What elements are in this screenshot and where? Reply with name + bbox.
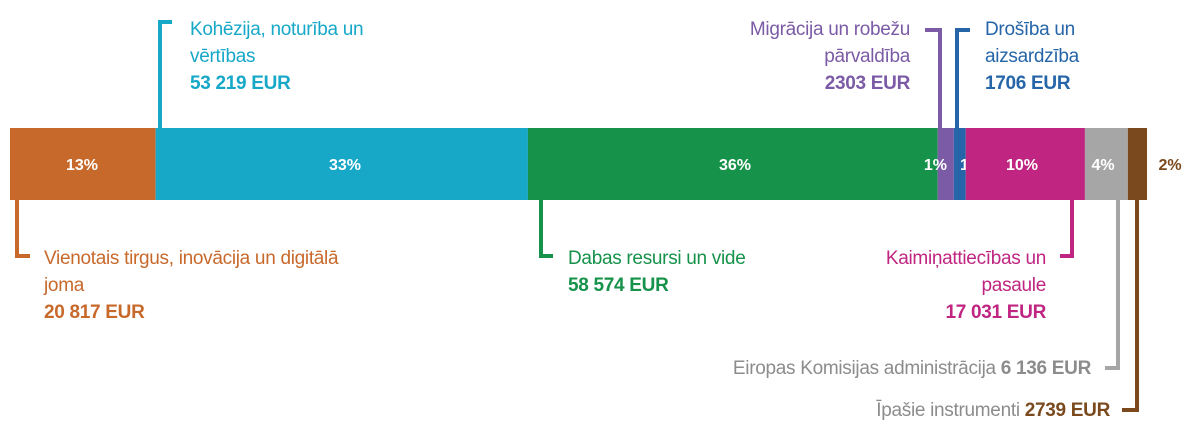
percent-label: 10% xyxy=(1006,157,1038,174)
callout-line xyxy=(539,200,553,258)
category-name: Īpašie instrumenti xyxy=(876,400,1020,421)
amount-label: 17 031 EUR xyxy=(945,302,1046,323)
amount-label: 1706 EUR xyxy=(985,73,1071,94)
category-name: Kaimiņattiecības un pasaule xyxy=(885,248,1046,296)
category-name: Kohēzija, noturība un vērtības xyxy=(190,19,364,67)
percent-label: 4% xyxy=(1091,157,1114,174)
percent-label: 2% xyxy=(1158,157,1181,174)
bar-segment xyxy=(937,128,954,200)
amount-label: 58 574 EUR xyxy=(568,275,669,296)
callout-line xyxy=(1060,200,1074,258)
category-label: Vienotais tirgus, inovācija un digitālā … xyxy=(44,245,364,326)
category-name: Eiropas Komisijas administrācija xyxy=(732,358,996,379)
category-name: Migrācija un robežu pārvaldība xyxy=(749,19,910,67)
amount-label: 6 136 EUR xyxy=(1000,358,1092,379)
category-name: Vienotais tirgus, inovācija un digitālā … xyxy=(44,248,339,296)
percent-label: 1% xyxy=(924,157,947,174)
category-name: Dabas resursi un vide xyxy=(568,248,746,269)
category-label: Kaimiņattiecības un pasaule 17 031 EUR xyxy=(846,245,1046,326)
callout-line xyxy=(1122,200,1139,412)
category-label: Īpašie instrumenti 2739 EUR xyxy=(610,397,1110,424)
category-label: Dabas resursi un vide 58 574 EUR xyxy=(568,245,828,299)
amount-label: 2303 EUR xyxy=(824,73,911,94)
category-label: Eiropas Komisijas administrācija 6 136 E… xyxy=(591,355,1091,382)
callout-line xyxy=(925,28,942,128)
category-label: Kohēzija, noturība un vērtības 53 219 EUR xyxy=(190,16,390,97)
bar-segment xyxy=(1127,128,1147,200)
callout-line xyxy=(15,200,30,258)
category-label: Drošība un aizsardzība 1706 EUR xyxy=(985,16,1110,97)
callout-line xyxy=(1105,200,1120,370)
bar-segment xyxy=(10,128,156,200)
category-label: Migrācija un robežu pārvaldība 2303 EUR xyxy=(690,16,910,97)
bar-segment xyxy=(965,128,1085,200)
amount-label: 20 817 EUR xyxy=(44,302,145,323)
percent-label: 36% xyxy=(719,157,751,174)
percent-label: 33% xyxy=(329,157,361,174)
bar-segment xyxy=(155,128,528,200)
category-name: Drošība un aizsardzība xyxy=(985,19,1079,67)
amount-label: 2739 EUR xyxy=(1024,400,1111,421)
bar-segment xyxy=(527,128,938,200)
bar-segment xyxy=(953,128,966,200)
bar-segment xyxy=(1084,128,1128,200)
percent-label: 13% xyxy=(66,157,98,174)
callout-line xyxy=(158,20,172,128)
callout-line xyxy=(955,28,970,128)
amount-label: 53 219 EUR xyxy=(190,73,291,94)
